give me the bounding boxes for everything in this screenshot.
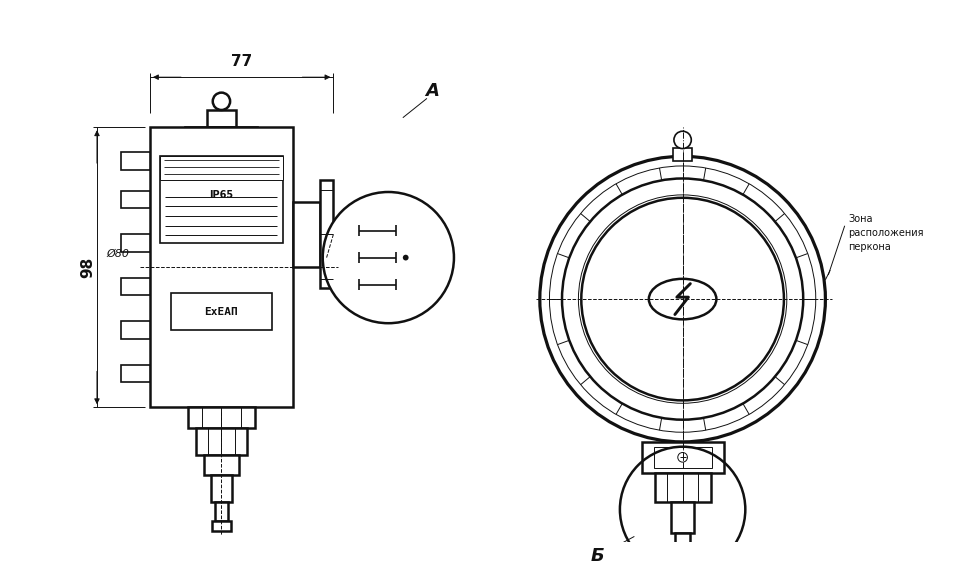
- Bar: [293, 202, 320, 268]
- Ellipse shape: [649, 279, 716, 319]
- Bar: [171, 293, 272, 330]
- Text: IP65: IP65: [209, 190, 233, 200]
- Bar: [121, 191, 150, 209]
- Circle shape: [579, 195, 787, 404]
- Text: А: А: [425, 81, 439, 99]
- Bar: [121, 365, 150, 382]
- Bar: [121, 321, 150, 339]
- Text: ExЕАП: ExЕАП: [204, 307, 238, 316]
- Bar: [655, 473, 710, 502]
- Circle shape: [323, 192, 454, 323]
- Circle shape: [562, 179, 804, 420]
- Bar: [159, 156, 283, 243]
- Bar: [121, 234, 150, 252]
- Circle shape: [403, 255, 409, 261]
- Text: Зона
расположения
перкона: Зона расположения перкона: [849, 215, 924, 252]
- Bar: [212, 521, 231, 531]
- Bar: [159, 156, 283, 180]
- Bar: [641, 442, 724, 473]
- Bar: [204, 455, 239, 475]
- Bar: [215, 502, 228, 521]
- Bar: [121, 278, 150, 295]
- Circle shape: [582, 198, 784, 400]
- Bar: [121, 152, 150, 170]
- Circle shape: [549, 166, 816, 432]
- Bar: [673, 148, 692, 161]
- Bar: [197, 428, 247, 455]
- Circle shape: [678, 452, 687, 462]
- Text: Ø80: Ø80: [107, 249, 130, 259]
- Bar: [211, 475, 232, 502]
- Bar: [654, 447, 711, 468]
- Bar: [672, 552, 693, 562]
- Text: Б: Б: [590, 547, 605, 562]
- Bar: [184, 128, 258, 135]
- Bar: [150, 128, 293, 407]
- Bar: [671, 502, 694, 533]
- Circle shape: [213, 93, 230, 110]
- Bar: [676, 533, 690, 552]
- Text: 77: 77: [231, 55, 252, 70]
- Text: 98: 98: [80, 257, 95, 278]
- Circle shape: [540, 156, 826, 442]
- Circle shape: [674, 131, 691, 148]
- Bar: [320, 180, 333, 288]
- Bar: [187, 407, 255, 428]
- Bar: [207, 110, 236, 128]
